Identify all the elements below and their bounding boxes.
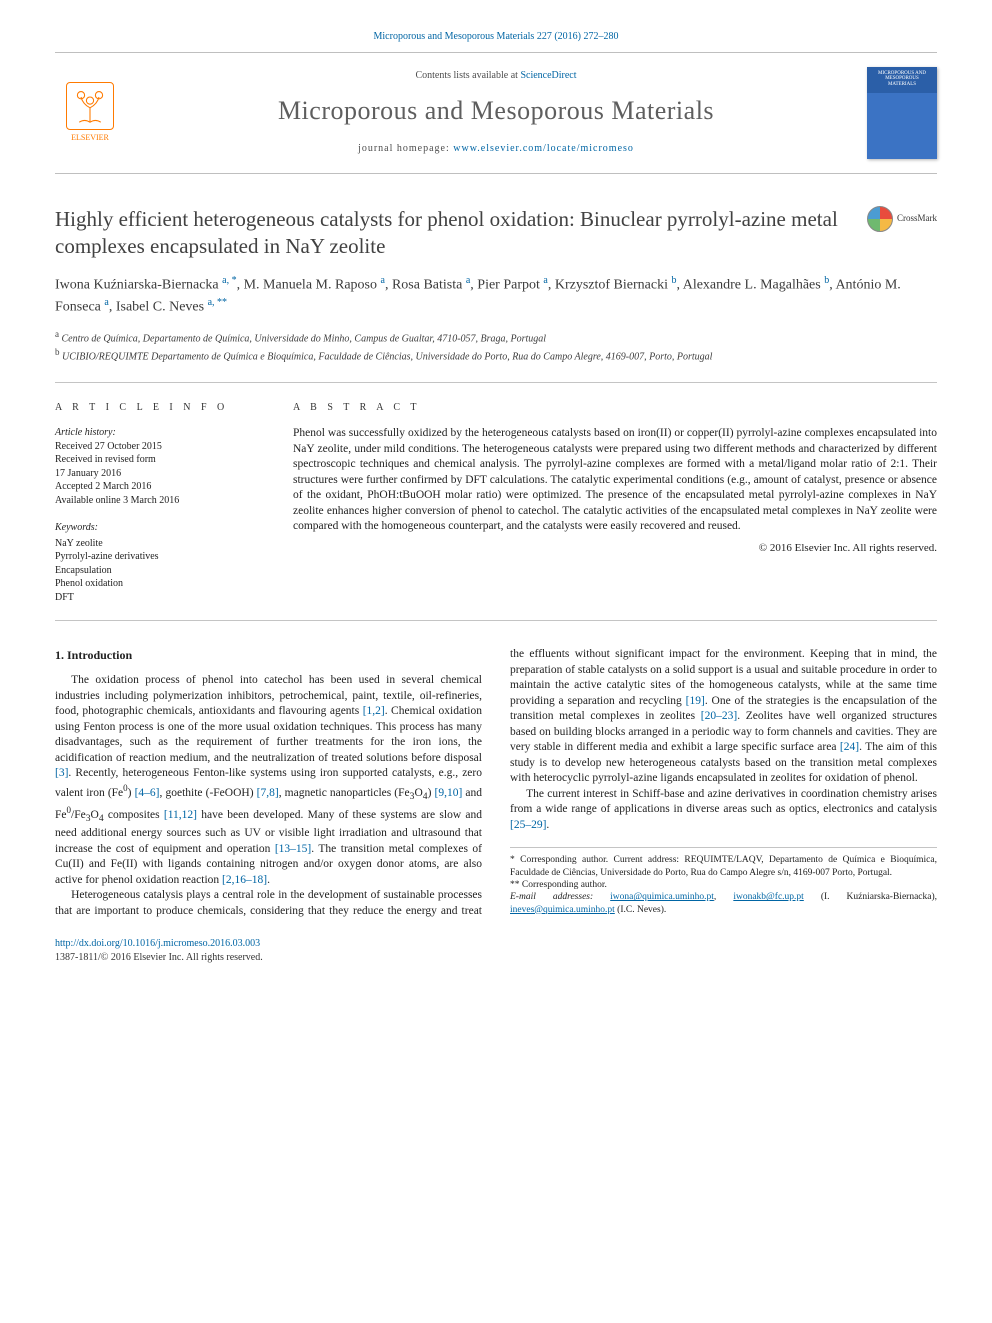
page-footer: http://dx.doi.org/10.1016/j.micromeso.20… bbox=[55, 937, 937, 964]
history-line: Received 27 October 2015 bbox=[55, 440, 265, 454]
abstract-copyright: © 2016 Elsevier Inc. All rights reserved… bbox=[293, 541, 937, 556]
homepage-line: journal homepage: www.elsevier.com/locat… bbox=[145, 142, 847, 156]
sciencedirect-link[interactable]: ScienceDirect bbox=[520, 70, 576, 81]
citation-ref[interactable]: [4–6] bbox=[135, 787, 160, 799]
masthead-center: Contents lists available at ScienceDirec… bbox=[145, 69, 847, 155]
email-link[interactable]: iwona@quimica.uminho.pt bbox=[610, 892, 714, 902]
citation-ref[interactable]: [20–23] bbox=[701, 710, 737, 722]
crossmark-badge[interactable]: CrossMark bbox=[867, 206, 937, 232]
journal-cover-thumbnail: MICROPOROUS AND MESOPOROUS MATERIALS bbox=[867, 67, 937, 159]
email-link[interactable]: iwonakb@fc.up.pt bbox=[733, 892, 804, 902]
citation-ref[interactable]: [25–29] bbox=[510, 819, 546, 831]
keyword: NaY zeolite bbox=[55, 537, 265, 551]
elsevier-logo: ELSEVIER bbox=[55, 73, 125, 153]
crossmark-label: CrossMark bbox=[897, 212, 937, 224]
email-line: E-mail addresses: iwona@quimica.uminho.p… bbox=[510, 891, 937, 916]
citation-ref[interactable]: [3] bbox=[55, 767, 68, 779]
history-line: 17 January 2016 bbox=[55, 467, 265, 481]
title-block: Highly efficient heterogeneous catalysts… bbox=[55, 206, 937, 261]
publisher-name: ELSEVIER bbox=[71, 133, 109, 144]
intro-paragraph-3: The current interest in Schiff-base and … bbox=[510, 787, 937, 834]
article-title: Highly efficient heterogeneous catalysts… bbox=[55, 206, 849, 261]
body-two-column: 1. Introduction The oxidation process of… bbox=[55, 647, 937, 919]
citation-ref[interactable]: [1,2] bbox=[363, 705, 385, 717]
citation-ref[interactable]: [11,12] bbox=[164, 809, 197, 821]
history-line: Available online 3 March 2016 bbox=[55, 494, 265, 508]
section-heading: 1. Introduction bbox=[55, 647, 482, 663]
footnotes: * Corresponding author. Current address:… bbox=[510, 847, 937, 916]
divider bbox=[55, 382, 937, 383]
abstract-text: Phenol was successfully oxidized by the … bbox=[293, 426, 937, 535]
citation-ref[interactable]: [7,8] bbox=[257, 787, 279, 799]
citation-ref[interactable]: [13–15] bbox=[275, 843, 311, 855]
citation-ref[interactable]: [24] bbox=[840, 741, 859, 753]
article-history: Article history: Received 27 October 201… bbox=[55, 426, 265, 507]
corresponding-author-1: * Corresponding author. Current address:… bbox=[510, 854, 937, 879]
homepage-link[interactable]: www.elsevier.com/locate/micromeso bbox=[453, 143, 634, 154]
homepage-prefix: journal homepage: bbox=[358, 143, 453, 154]
affiliations: a Centro de Química, Departamento de Quí… bbox=[55, 328, 937, 364]
elsevier-tree-icon bbox=[66, 82, 114, 130]
corresponding-author-2: ** Corresponding author. bbox=[510, 879, 937, 891]
citation-ref[interactable]: [9,10] bbox=[435, 787, 463, 799]
email-link[interactable]: ineves@quimica.uminho.pt bbox=[510, 905, 615, 915]
history-label: Article history: bbox=[55, 426, 265, 440]
citation-ref[interactable]: [19] bbox=[686, 695, 705, 707]
keyword: Encapsulation bbox=[55, 564, 265, 578]
history-line: Accepted 2 March 2016 bbox=[55, 480, 265, 494]
masthead: ELSEVIER Contents lists available at Sci… bbox=[55, 52, 937, 174]
authors-list: Iwona Kuźniarska-Biernacka a, *, M. Manu… bbox=[55, 274, 937, 318]
doi-link[interactable]: http://dx.doi.org/10.1016/j.micromeso.20… bbox=[55, 938, 260, 949]
article-info-label: A R T I C L E I N F O bbox=[55, 401, 265, 415]
cover-text: MICROPOROUS AND MESOPOROUS MATERIALS bbox=[878, 71, 926, 87]
contents-prefix: Contents lists available at bbox=[415, 70, 520, 81]
citation-ref[interactable]: [2,16–18] bbox=[222, 874, 267, 886]
keywords-list: NaY zeolitePyrrolyl-azine derivativesEnc… bbox=[55, 537, 265, 605]
contents-list-line: Contents lists available at ScienceDirec… bbox=[145, 69, 847, 83]
abstract: A B S T R A C T Phenol was successfully … bbox=[293, 401, 937, 605]
article-info: A R T I C L E I N F O Article history: R… bbox=[55, 401, 265, 605]
keyword: Phenol oxidation bbox=[55, 577, 265, 591]
history-line: Received in revised form bbox=[55, 453, 265, 467]
keyword: Pyrrolyl-azine derivatives bbox=[55, 550, 265, 564]
email-label: E-mail addresses: bbox=[510, 892, 610, 902]
abstract-label: A B S T R A C T bbox=[293, 401, 937, 415]
affiliation: a Centro de Química, Departamento de Quí… bbox=[55, 328, 937, 346]
intro-paragraph-1: The oxidation process of phenol into cat… bbox=[55, 673, 482, 888]
keywords-label: Keywords: bbox=[55, 521, 265, 535]
keyword: DFT bbox=[55, 591, 265, 605]
abstract-row: A R T I C L E I N F O Article history: R… bbox=[55, 401, 937, 622]
issn-copyright: 1387-1811/© 2016 Elsevier Inc. All right… bbox=[55, 952, 263, 963]
journal-name: Microporous and Mesoporous Materials bbox=[145, 93, 847, 128]
crossmark-icon bbox=[867, 206, 893, 232]
citation-header: Microporous and Mesoporous Materials 227… bbox=[55, 30, 937, 52]
affiliation: b UCIBIO/REQUIMTE Departamento de Químic… bbox=[55, 346, 937, 364]
